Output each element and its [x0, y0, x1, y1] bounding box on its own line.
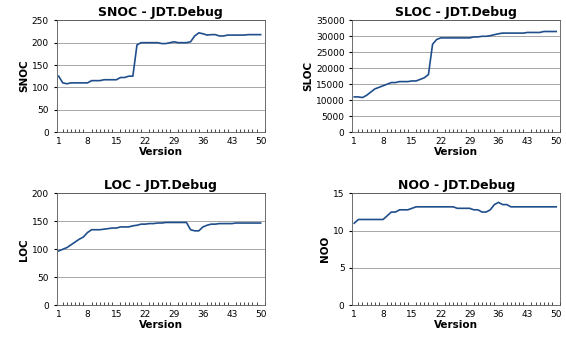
Title: NOO - JDT.Debug: NOO - JDT.Debug	[398, 179, 515, 192]
Y-axis label: SNOC: SNOC	[19, 60, 29, 93]
Title: SNOC - JDT.Debug: SNOC - JDT.Debug	[98, 6, 223, 19]
X-axis label: Version: Version	[139, 147, 183, 157]
Title: LOC - JDT.Debug: LOC - JDT.Debug	[104, 179, 217, 192]
Y-axis label: SLOC: SLOC	[303, 61, 313, 91]
Title: SLOC - JDT.Debug: SLOC - JDT.Debug	[395, 6, 517, 19]
X-axis label: Version: Version	[434, 320, 478, 330]
Y-axis label: NOO: NOO	[320, 236, 331, 262]
X-axis label: Version: Version	[139, 320, 183, 330]
X-axis label: Version: Version	[434, 147, 478, 157]
Y-axis label: LOC: LOC	[19, 238, 29, 261]
